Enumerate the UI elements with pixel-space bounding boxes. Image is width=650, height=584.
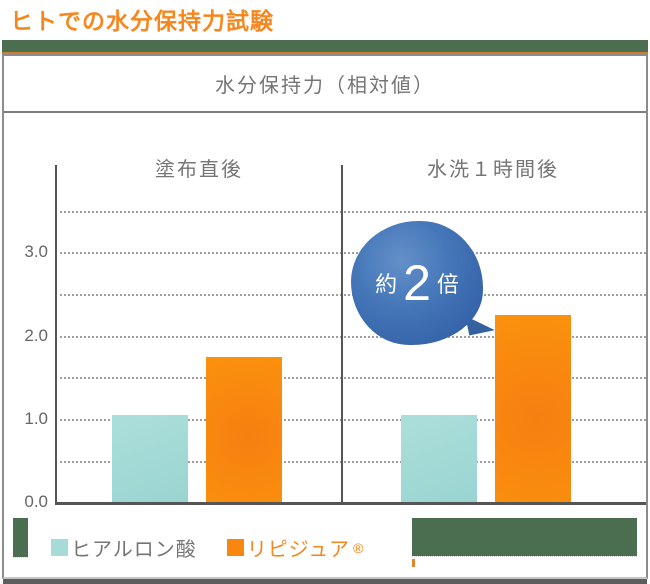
group-label-immediately-after-application: 塗布直後 [155,159,243,181]
annotation-suffix: 倍 [436,272,459,297]
gridline-1-5 [55,377,646,379]
plot-area [4,56,646,503]
annotation-prefix: 約 [375,272,398,297]
ytick-2-0: 2.0 [24,326,48,345]
legend-swatch-orange [226,539,244,556]
legend-item-hyaluronic-acid: ヒアルロン酸 [51,533,197,562]
registered-trademark-mark: ® [353,539,364,556]
bar-hyaluronic-acid-after-application [112,415,188,503]
x-axis-line [55,502,646,505]
ytick-0-0: 0.0 [24,492,48,511]
gridline-0-5 [55,461,646,463]
gridline-2-5 [55,294,646,296]
bar-lipidure-after-application [206,357,282,503]
decorative-green-block-right [412,518,637,556]
chart-header: 水分保持力（相対値） [215,75,435,97]
top-orange-line [2,52,648,54]
decorative-dotted-line-left [13,557,28,558]
gridline-3-0 [55,252,646,254]
decorative-dotted-line-right [412,556,637,557]
bar-lipidure-after-washing [495,315,571,503]
annotation-value: 2 [403,255,431,311]
bar-hyaluronic-acid-after-washing [401,415,477,503]
legend-label-lipidure: リピジュア [246,539,351,561]
y-axis-line [55,165,57,505]
legend: ヒアルロン酸 リピジュア ® [51,533,363,562]
header-divider [4,111,646,113]
legend-swatch-teal [51,539,68,556]
chart-card: 水分保持力（相対値） 塗布直後 水洗１時間後 3.0 2.0 1.0 0.0 [2,54,648,579]
legend-label-hyaluronic-acid: ヒアルロン酸 [71,539,197,561]
legend-item-lipidure: リピジュア ® [226,533,364,562]
annotation-bubble-about-2x: 約 2 倍 [351,221,483,345]
ytick-1-0: 1.0 [24,409,48,428]
bottom-section-edge [3,579,647,584]
group-label-one-hour-after-washing: 水洗１時間後 [427,159,559,181]
decorative-orange-tick [412,559,415,567]
page-title: ヒトでの水分保持力試験 [10,8,274,34]
gridline-2-0 [55,336,646,338]
panel-divider-line [341,165,343,505]
gridline-1-0 [55,419,646,421]
ytick-3-0: 3.0 [24,242,48,261]
top-green-strip [2,40,648,52]
gridline-3-5 [55,211,646,213]
decorative-green-block-left [13,518,28,557]
